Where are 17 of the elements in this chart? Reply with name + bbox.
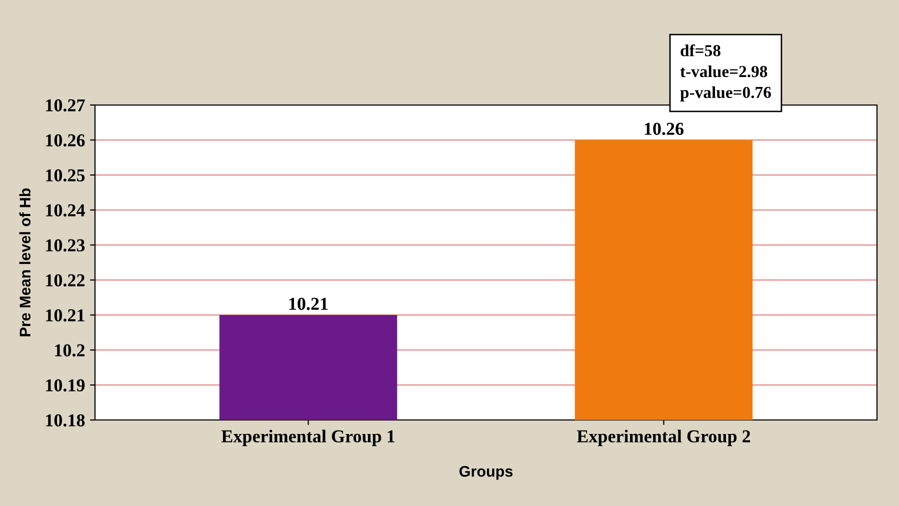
- y-tick-label: 10.26: [46, 134, 85, 147]
- y-tick-label: 10.21: [46, 309, 84, 322]
- y-tick-label: 10.25: [46, 169, 85, 182]
- y-tick-label: 10.19: [46, 379, 85, 392]
- y-tick-label: 10.18: [46, 414, 85, 427]
- data-label: 10.26: [644, 122, 684, 136]
- x-tick-label: Experimental Group 1: [221, 430, 394, 446]
- y-tick-label: 10.22: [46, 274, 84, 287]
- y-tick-label: 10.2: [55, 344, 84, 357]
- y-axis-title: Pre Mean level of Hb: [19, 188, 31, 336]
- y-tick-label: 10.24: [46, 204, 85, 217]
- x-axis-title: Groups: [459, 466, 513, 480]
- x-tick-label: Experimental Group 2: [576, 430, 750, 446]
- text: df=58 t-value=2.98 p-value=0.76: [680, 44, 771, 102]
- y-tick-label: 10.27: [46, 99, 85, 112]
- y-tick-label: 10.23: [46, 239, 85, 252]
- data-label: 10.21: [289, 298, 328, 310]
